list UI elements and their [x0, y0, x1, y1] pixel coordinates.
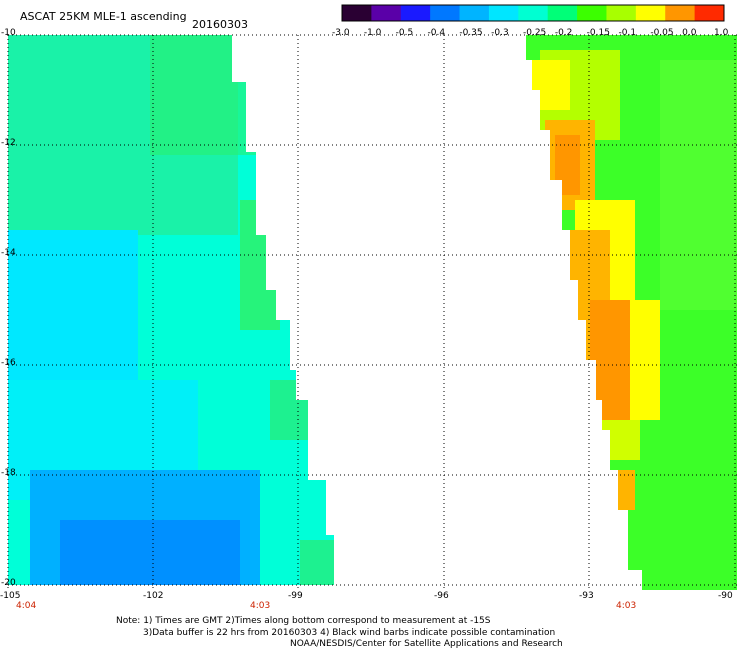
- colorbar-tick-label: -0.35: [459, 28, 483, 38]
- colorbar-tick-label: -0.1: [618, 28, 637, 38]
- colorbar-swatch: [518, 5, 549, 21]
- colorbar-tick-label: -0.2: [554, 28, 573, 38]
- map-date: 20160303: [192, 18, 248, 31]
- lon-label-102: -102: [143, 591, 164, 601]
- lat-label-18: -18: [1, 468, 16, 478]
- east-swath: [526, 35, 737, 590]
- colorbar-tick-label: 1.0: [714, 28, 729, 38]
- colorbar-swatch: [488, 5, 519, 21]
- lon-label-96: -96: [434, 591, 449, 601]
- lat-label-10: -10: [1, 28, 16, 38]
- colorbar-swatch: [635, 5, 666, 21]
- colorbar-tick-label: -0.3: [491, 28, 509, 38]
- colorbar-tick-label: -0.5: [395, 28, 414, 38]
- swath-time-east: 4:03: [616, 601, 637, 611]
- colorbar-tick-label: -3.0: [332, 28, 350, 38]
- colorbar-tick-label: -0.05: [650, 28, 674, 38]
- swath-time-mid: 4:03: [250, 601, 271, 611]
- note-line-2: 3)Data buffer is 22 hrs from 20160303 4)…: [143, 628, 556, 638]
- colorbar-swatch: [665, 5, 696, 21]
- note-line-3: NOAA/NESDIS/Center for Satellite Applica…: [290, 639, 563, 649]
- colorbar-tick-label: -0.4: [427, 28, 446, 38]
- lat-label-14: -14: [1, 248, 16, 258]
- colorbar-tick-label: 0.0: [682, 28, 697, 38]
- lon-label-105: -105: [0, 591, 21, 601]
- colorbar-swatch: [371, 5, 402, 21]
- lat-label-16: -16: [1, 358, 16, 368]
- colorbar-swatch: [694, 5, 725, 21]
- colorbar-swatch: [547, 5, 578, 21]
- west-swath: [8, 35, 334, 585]
- swath-time-west: 4:04: [16, 601, 37, 611]
- colorbar-swatch: [459, 5, 490, 21]
- colorbar-swatch: [606, 5, 637, 21]
- colorbar-swatch: [577, 5, 607, 21]
- lat-label-20: -20: [1, 578, 16, 588]
- colorbar-tick-label: -1.0: [363, 28, 382, 38]
- colorbar-swatch: [400, 5, 431, 21]
- colorbar: [341, 4, 725, 22]
- lat-label-12: -12: [1, 138, 16, 148]
- lon-label-93: -93: [579, 591, 594, 601]
- lon-label-90: -90: [718, 591, 733, 601]
- note-line-1: Note: 1) Times are GMT 2)Times along bot…: [116, 616, 491, 626]
- colorbar-border: [341, 4, 725, 22]
- colorbar-tick-label: -0.15: [586, 28, 610, 38]
- grid-lines: [7, 34, 737, 590]
- lon-label-99: -99: [288, 591, 303, 601]
- colorbar-swatch: [430, 5, 461, 21]
- colorbar-tick-label: -0.25: [523, 28, 547, 38]
- colorbar-swatch: [342, 5, 372, 21]
- map-title: ASCAT 25KM MLE-1 ascending: [20, 10, 187, 23]
